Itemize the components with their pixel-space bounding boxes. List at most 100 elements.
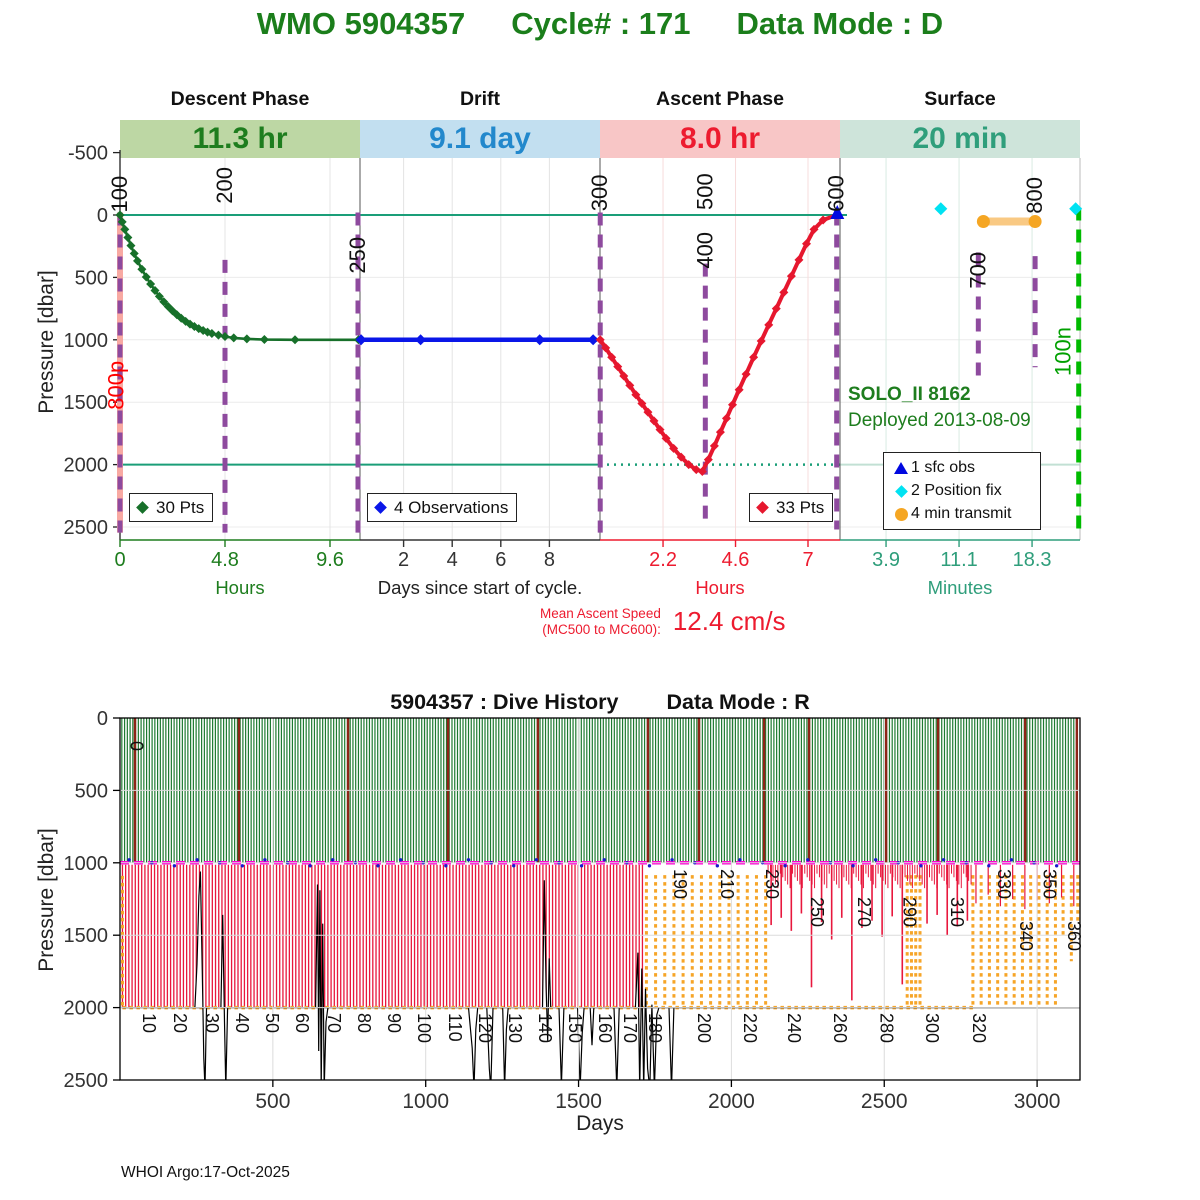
cycle-label-160: 160 bbox=[595, 1013, 615, 1043]
phase-name-0: Descent Phase bbox=[170, 88, 310, 110]
drift-observations-label: 4 Observations bbox=[394, 497, 509, 517]
mc-label-600: 600 bbox=[824, 175, 849, 212]
phase-duration-banner-1: 9.1 day bbox=[360, 120, 600, 158]
drift-series bbox=[355, 334, 599, 346]
bottom-frame: 500 1000 1500 2000 2500 300005001000150020002… bbox=[64, 708, 1081, 1113]
cycle-label-10: 10 bbox=[139, 1013, 159, 1033]
descent-points-label: 30 Pts bbox=[156, 497, 205, 517]
diamond-icon bbox=[891, 484, 911, 498]
bottom-grid bbox=[120, 718, 1080, 1080]
cycle-label-270: 270 bbox=[854, 897, 874, 927]
cycle-label-200: 200 bbox=[694, 1013, 714, 1043]
ascent-points-label: 33 Pts bbox=[776, 497, 825, 517]
cycle-label-30: 30 bbox=[202, 1013, 222, 1033]
svg-text:0: 0 bbox=[97, 708, 108, 730]
legend-row-position-fix: 2 Position fix bbox=[891, 481, 1033, 501]
cycle-label-40: 40 bbox=[232, 1013, 252, 1033]
cycle-label-330: 330 bbox=[994, 869, 1014, 899]
cycle-label-310: 310 bbox=[947, 897, 967, 927]
svg-text:2500: 2500 bbox=[861, 1090, 908, 1113]
legend-row-sfc-obs: 1 sfc obs bbox=[891, 458, 1033, 478]
phase-duration-banner-2: 8.0 hr bbox=[600, 120, 840, 158]
float-id: SOLO_II 8162 bbox=[848, 384, 971, 405]
phase-duration-banner-3: 20 min bbox=[840, 120, 1080, 158]
svg-text:2000: 2000 bbox=[64, 455, 109, 477]
cycle-label-110: 110 bbox=[445, 1013, 465, 1042]
deployed-date: Deployed 2013-08-09 bbox=[848, 410, 1031, 431]
legend-row-min-transmit: 4 min transmit bbox=[891, 504, 1033, 524]
cycle-label-260: 260 bbox=[830, 1013, 850, 1043]
mc-label-300: 300 bbox=[587, 175, 612, 212]
cycle-number-labels: 0 10 20 30 40 50 60 70 80 90 100 110 120 130 140 150 160… bbox=[126, 741, 1084, 1043]
cycle-label-230: 230 bbox=[762, 869, 782, 899]
svg-text:2000: 2000 bbox=[64, 998, 109, 1020]
black-profile-trace bbox=[121, 871, 1080, 1080]
svg-text:3000: 3000 bbox=[1014, 1090, 1061, 1113]
cycle-label-90: 90 bbox=[384, 1013, 404, 1033]
cycle-label-150: 150 bbox=[565, 1013, 585, 1043]
phase-duration-banner-0: 11.3 hr bbox=[120, 120, 360, 158]
svg-text:-500: -500 bbox=[68, 143, 108, 165]
svg-text:2500: 2500 bbox=[64, 517, 109, 539]
cycle-label-170: 170 bbox=[620, 1013, 640, 1043]
svg-text:500: 500 bbox=[75, 267, 108, 289]
mission-cycle-labels: 100 200 250 300 500 400 600 700 800 100n 800p bbox=[104, 167, 1076, 410]
top-y-axis-label: Pressure [dbar] bbox=[35, 270, 58, 414]
bottom-x-axis-label: Days bbox=[576, 1112, 624, 1135]
svg-text:1000: 1000 bbox=[64, 853, 109, 875]
cycle-label-320: 320 bbox=[969, 1013, 989, 1043]
data-mode: Data Mode : D bbox=[736, 6, 944, 41]
mean-ascent-line1: Mean Ascent Speed bbox=[540, 606, 661, 621]
phase-name-3: Surface bbox=[924, 88, 996, 110]
cycle-label-350: 350 bbox=[1040, 869, 1060, 899]
svg-text:7: 7 bbox=[802, 549, 813, 571]
descent-series bbox=[115, 210, 363, 345]
cycle-label-70: 70 bbox=[324, 1013, 344, 1033]
ascent-points-legend: 33 Pts bbox=[749, 493, 834, 522]
cycle-label-250: 250 bbox=[807, 897, 827, 927]
cycle-label-120: 120 bbox=[475, 1013, 495, 1043]
bottom-y-axis-label: Pressure [dbar] bbox=[35, 828, 58, 972]
cycle-label-50: 50 bbox=[262, 1013, 282, 1033]
phase-name-1: Drift bbox=[459, 88, 501, 110]
descent-axis-caption: Hours bbox=[215, 577, 265, 598]
mc-label-800: 800 bbox=[1022, 177, 1047, 214]
cycle-label-210: 210 bbox=[717, 869, 737, 899]
diamond-icon bbox=[756, 501, 769, 514]
svg-text:2.2: 2.2 bbox=[649, 549, 677, 571]
svg-text:2: 2 bbox=[398, 549, 409, 571]
dive-history-title-right: Data Mode : R bbox=[666, 690, 810, 714]
cycle-label-240: 240 bbox=[784, 1013, 804, 1043]
svg-text:4.6: 4.6 bbox=[722, 549, 750, 571]
dive-history-title: 5904357 : Dive History Data Mode : R bbox=[0, 690, 1200, 715]
ascent-series bbox=[595, 210, 842, 476]
svg-text:3.9: 3.9 bbox=[872, 549, 900, 571]
mc-label-100n: 100n bbox=[1050, 327, 1075, 376]
cycle-label-340: 340 bbox=[1016, 921, 1036, 951]
min-transmit-label: 4 min transmit bbox=[911, 505, 1012, 522]
phase-name-2: Ascent Phase bbox=[656, 88, 784, 110]
cycle-label-190: 190 bbox=[670, 869, 690, 899]
page-title: WMO 5904357 Cycle# : 171 Data Mode : D bbox=[0, 6, 1200, 42]
sparse-red-profiles bbox=[767, 864, 1075, 1001]
cycle-label-300: 300 bbox=[922, 1013, 942, 1043]
mc-label-250: 250 bbox=[345, 237, 370, 274]
cycle-label-280: 280 bbox=[876, 1013, 896, 1043]
cycle-label-140: 140 bbox=[535, 1013, 555, 1043]
surface-marker-legend: 1 sfc obs 2 Position fix 4 min transmit bbox=[883, 452, 1041, 530]
svg-text:2000: 2000 bbox=[708, 1090, 755, 1113]
mc-label-800p: 800p bbox=[104, 361, 129, 410]
cycle-label-180: 180 bbox=[645, 1013, 665, 1043]
svg-text:1500: 1500 bbox=[64, 925, 109, 947]
svg-text:500: 500 bbox=[75, 780, 108, 802]
svg-text:11.1: 11.1 bbox=[940, 549, 977, 571]
svg-text:1500: 1500 bbox=[555, 1090, 602, 1113]
svg-text:1500: 1500 bbox=[64, 392, 109, 414]
cycle-number: Cycle# : 171 bbox=[511, 6, 691, 41]
mc-label-700: 700 bbox=[965, 252, 990, 289]
svg-text:500: 500 bbox=[255, 1090, 290, 1113]
mission-cycle-lines bbox=[117, 207, 1082, 534]
circle-icon bbox=[891, 507, 911, 521]
position-fix-label: 2 Position fix bbox=[911, 482, 1002, 499]
